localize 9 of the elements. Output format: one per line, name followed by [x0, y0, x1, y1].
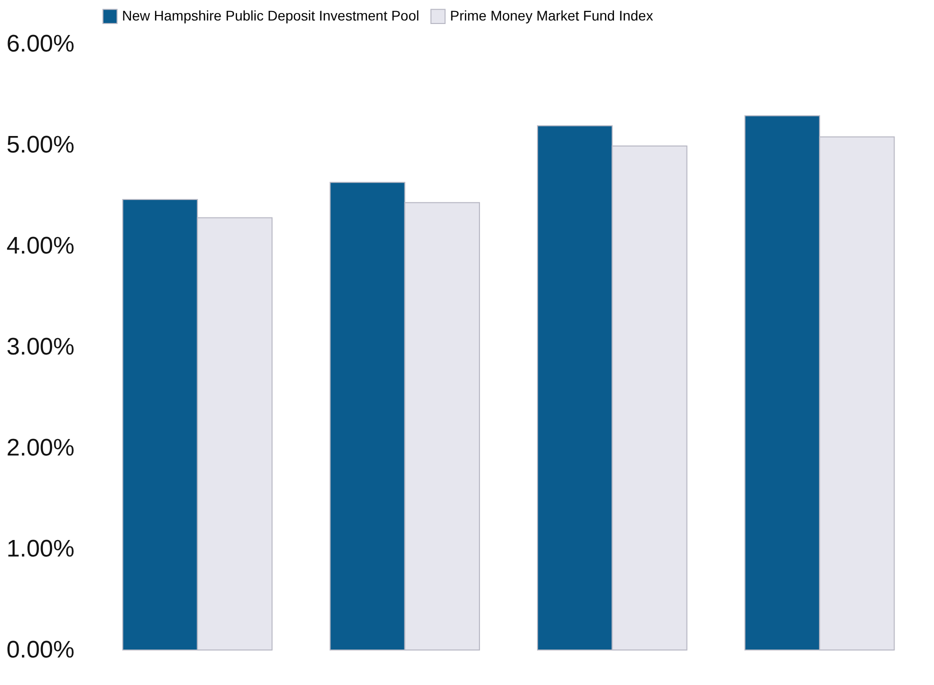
y-tick-label: 6.00% — [6, 30, 74, 58]
y-tick-label: 3.00% — [6, 334, 74, 360]
y-tick-label: 1.00% — [6, 536, 74, 562]
y-tick-label: 5.00% — [6, 132, 74, 158]
y-tick-label: 2.00% — [6, 434, 74, 462]
legend-label: Prime Money Market Fund Index — [450, 7, 654, 24]
y-tick-label: 4.00% — [6, 232, 74, 260]
legend-label: New Hampshire Public Deposit Investment Pool — [122, 7, 420, 24]
y-tick-label: 0.00% — [6, 636, 74, 664]
